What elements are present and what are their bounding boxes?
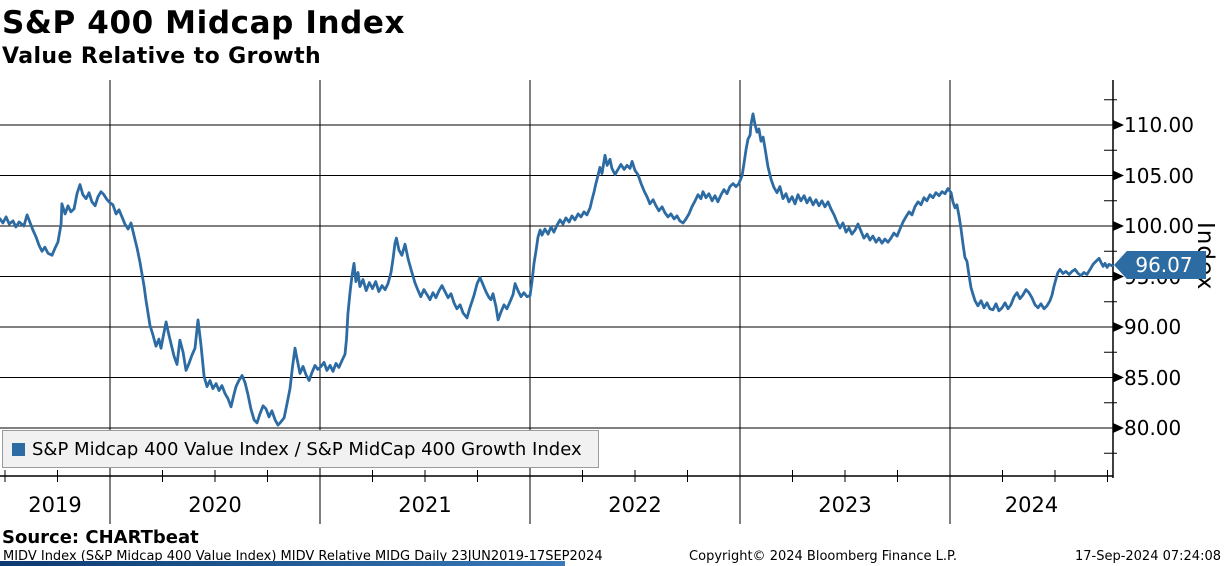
footer-timestamp: 17-Sep-2024 07:24:08 — [1074, 549, 1221, 564]
legend[interactable]: S&P Midcap 400 Value Index / S&P MidCap … — [2, 430, 599, 468]
y-tick-arrow-icon — [1113, 221, 1124, 231]
page-title: S&P 400 Midcap Index — [2, 5, 406, 41]
y-tick-label: 105.00 — [1124, 163, 1194, 188]
y-tick-arrow-icon — [1113, 423, 1124, 433]
y-tick-arrow-icon — [1113, 120, 1124, 130]
last-price-badge: 96.07 — [1114, 251, 1206, 279]
y-tick-arrow-icon — [1113, 322, 1124, 332]
y-tick-arrow-icon — [1113, 372, 1124, 383]
page-subtitle: Value Relative to Growth — [2, 44, 322, 69]
x-year-label: 2021 — [398, 493, 452, 517]
x-year-label: 2019 — [28, 493, 82, 517]
series-line — [0, 112, 1114, 427]
footer-description: MIDV Index (S&P Midcap 400 Value Index) … — [3, 549, 603, 564]
y-tick-label: 110.00 — [1124, 113, 1194, 137]
y-tick-label: 100.00 — [1124, 214, 1194, 238]
y-tick-label: 85.00 — [1124, 365, 1182, 390]
y-tick-label: 80.00 — [1124, 416, 1182, 440]
legend-marker-icon — [12, 442, 25, 456]
x-year-label: 2024 — [1004, 493, 1059, 517]
y-tick-arrow-icon — [1113, 271, 1124, 282]
x-year-label: 2023 — [818, 493, 872, 517]
x-year-label: 2022 — [608, 493, 662, 517]
legend-label: S&P Midcap 400 Value Index / S&P MidCap … — [32, 438, 582, 460]
footer-copyright: Copyright© 2024 Bloomberg Finance L.P. — [689, 549, 957, 564]
x-year-label: 2020 — [188, 493, 242, 517]
bottom-accent-bar — [0, 561, 565, 566]
source-text: Source: CHARTbeat — [2, 527, 199, 548]
y-tick-arrow-icon — [1113, 170, 1124, 181]
y-tick-label: 90.00 — [1124, 315, 1182, 339]
